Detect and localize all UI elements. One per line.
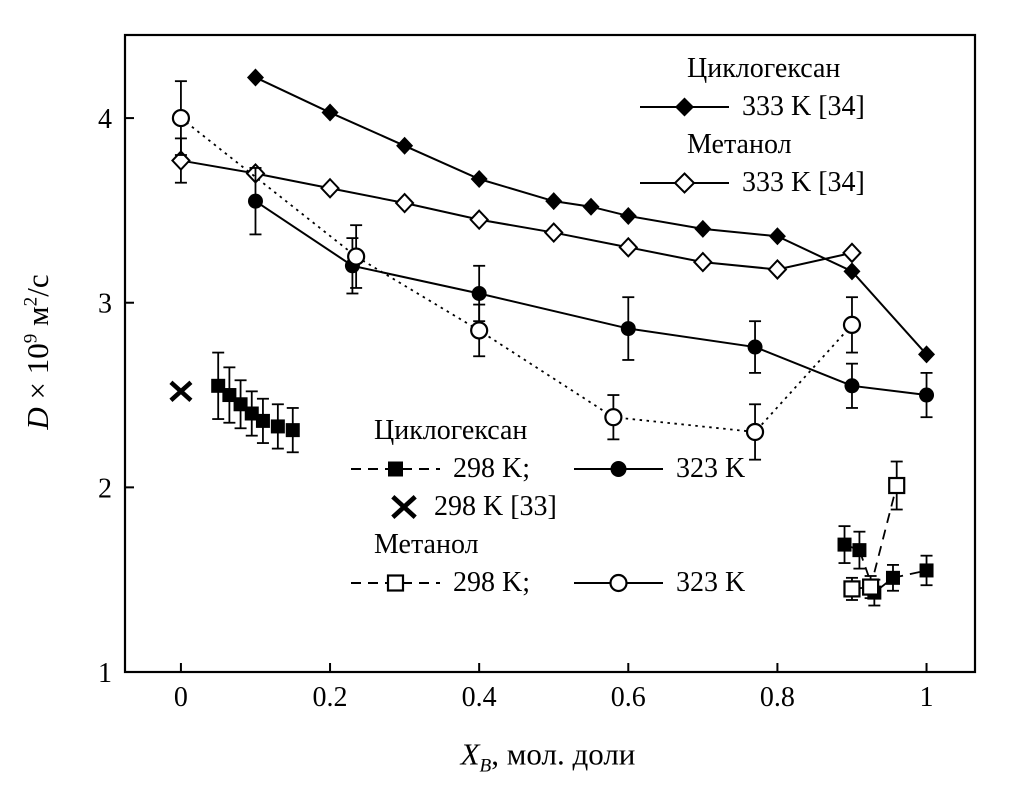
series-cyclohexane-298-left [211,351,300,454]
legend-row: Циклогексан [637,50,865,88]
series-cyclohexane-298-ref33 [169,380,193,403]
x-tick-label: 0 [174,682,188,713]
x-marker-icon [391,495,417,519]
x-tick-label: 0.2 [313,682,348,713]
plot-border [123,33,977,674]
diamond-open-marker-icon [640,172,729,194]
legend-group-title: Циклогексан [687,53,841,84]
legend-298-323k: Циклогексан 298 K; 323 K 298 K [33] Мета… [348,412,745,602]
legend-entry-label: 298 K [33] [434,491,557,522]
legend-333k: Циклогексан 333 K [34] Метанол 333 K [34… [637,50,865,202]
x-axis-label: XB, мол. доли [460,736,636,777]
legend-entry-label: 333 K [34] [742,167,865,198]
square-filled-marker-icon [351,461,440,477]
x-tick-label: 1 [920,682,934,713]
legend-entry-label: 298 K; [453,567,530,598]
x-axis-variable: X [460,736,480,772]
circle-filled-marker-icon [574,461,663,477]
y-axis-label: D × 109 м2/с [20,274,55,430]
legend-row: Метанол [637,126,865,164]
legend-row: 333 K [34] [637,164,865,202]
legend-row: 298 K; 323 K [348,450,745,488]
legend-entry-label: 323 K [676,567,746,598]
legend-row: 333 K [34] [637,88,865,126]
y-tick-label: 4 [98,104,112,135]
series-line [180,159,853,271]
y-tick-label: 1 [98,658,112,689]
y-tick-label: 3 [98,289,112,320]
diamond-filled-marker-icon [640,97,729,117]
series-cyclohexane-333 [246,68,936,364]
series-line [180,117,853,433]
legend-entry-label: 298 K; [453,453,530,484]
legend-row: 298 K; 323 K [348,564,745,602]
legend-row: 298 K [33] [348,488,745,526]
series-cyclohexane-323 [247,167,935,419]
y-tick-label: 2 [98,473,112,504]
series-methanol-323 [171,80,862,461]
x-tick-label: 0.8 [760,682,795,713]
legend-entry-label: 323 K [676,453,746,484]
legend-group-title: Метанол [374,529,479,560]
square-open-marker-icon [351,574,440,592]
x-tick-label: 0.4 [462,682,497,713]
axes: 0 0.2 0.4 0.6 0.8 1 1 2 3 4 [98,33,977,713]
circle-open-marker-icon [574,573,663,593]
legend-row: Циклогексан [348,412,745,450]
legend-row: Метанол [348,526,745,564]
y-axis-variable: D [20,407,55,430]
legend-group-title: Циклогексан [374,415,528,446]
series-methanol-298 [843,460,906,601]
legend-entry-label: 333 K [34] [742,91,865,122]
x-tick-label: 0.6 [611,682,646,713]
legend-group-title: Метанол [687,129,792,160]
